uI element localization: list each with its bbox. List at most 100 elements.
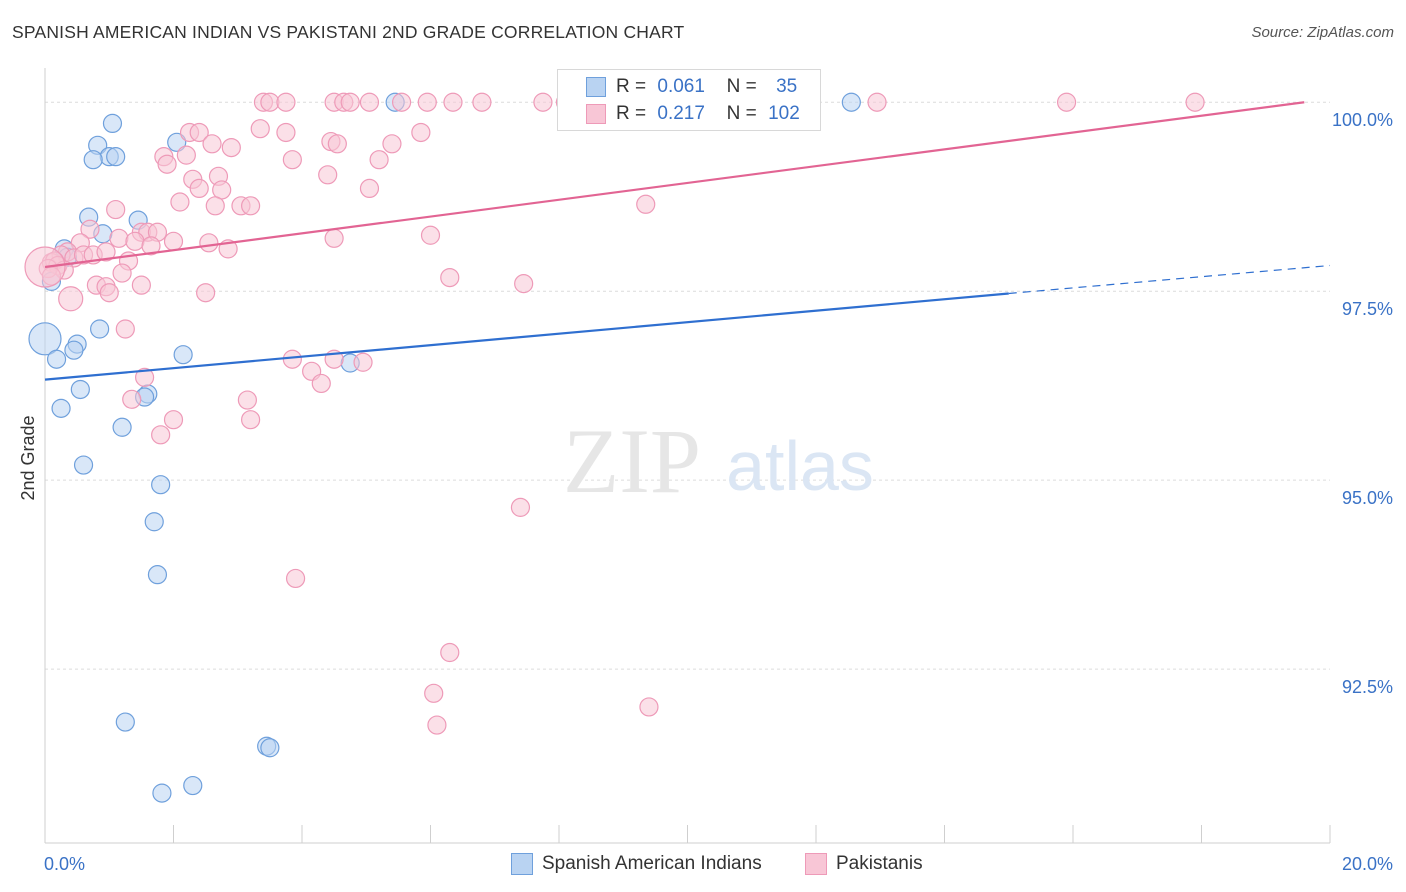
data-point-spanish-american-indians (173, 345, 193, 365)
data-point-pakistanis (340, 92, 360, 112)
data-point-pakistanis (514, 274, 534, 294)
legend-label: Spanish American Indians (542, 853, 762, 874)
data-point-pakistanis (122, 389, 142, 409)
watermark-atlas: atlas (726, 427, 874, 505)
data-point-pakistanis (411, 122, 431, 143)
data-point-pakistanis (285, 568, 306, 589)
data-point-pakistanis (131, 275, 151, 295)
data-point-pakistanis (510, 497, 531, 517)
data-point-spanish-american-indians (115, 712, 135, 732)
trend-line-extension (1008, 264, 1331, 295)
data-point-pakistanis (237, 390, 257, 410)
data-point-spanish-american-indians (73, 455, 94, 475)
x-tick-label-start: 0.0% (44, 854, 85, 874)
data-point-pakistanis (170, 192, 190, 212)
data-point-pakistanis (134, 367, 155, 387)
legend-swatch-blue (511, 853, 533, 875)
data-point-pakistanis (282, 150, 302, 170)
data-point-pakistanis (112, 263, 132, 283)
data-point-pakistanis (282, 349, 302, 369)
data-point-spanish-american-indians (102, 113, 123, 134)
data-point-pakistanis (221, 137, 241, 158)
data-point-pakistanis (533, 92, 553, 112)
data-point-pakistanis (106, 199, 126, 220)
watermark-zip: ZIP (563, 410, 701, 512)
y-tick-label: 92.5% (1342, 677, 1393, 697)
data-point-pakistanis (311, 373, 331, 394)
x-tick-label-end: 20.0% (1342, 854, 1393, 874)
data-point-pakistanis (472, 92, 492, 112)
data-point-pakistanis (141, 236, 161, 256)
data-point-pakistanis (163, 410, 184, 430)
data-point-pakistanis (1185, 92, 1205, 112)
data-point-spanish-american-indians (90, 319, 110, 339)
data-point-pakistanis (115, 319, 135, 339)
data-point-pakistanis (205, 196, 225, 216)
data-point-pakistanis (440, 268, 460, 288)
legend-swatch-pink (586, 104, 606, 124)
data-point-pakistanis (202, 134, 222, 154)
data-point-pakistanis (639, 697, 659, 717)
legend-r-label: R = (616, 103, 647, 124)
data-point-pakistanis (58, 286, 84, 312)
data-point-pakistanis (260, 92, 280, 112)
data-point-spanish-american-indians (183, 775, 203, 796)
data-point-spanish-american-indians (152, 783, 172, 803)
chart-source: Source: ZipAtlas.com (1251, 24, 1394, 41)
legend-r-label: R = (616, 76, 647, 97)
data-point-pakistanis (1056, 92, 1077, 112)
legend-n-value: 102 (768, 103, 800, 124)
data-point-spanish-american-indians (147, 565, 168, 585)
data-point-spanish-american-indians (70, 379, 90, 400)
data-point-spanish-american-indians (112, 417, 132, 437)
data-point-pakistanis (241, 196, 261, 216)
watermark: ZIP atlas (563, 410, 874, 512)
axes (44, 68, 1331, 844)
y-axis-label: 2nd Grade (18, 415, 38, 500)
data-point-pakistanis (176, 145, 196, 165)
data-point-pakistanis (867, 92, 887, 112)
data-point-pakistanis (327, 134, 347, 154)
data-point-pakistanis (276, 92, 296, 112)
data-point-spanish-american-indians (51, 398, 71, 418)
data-point-spanish-american-indians (260, 738, 280, 758)
data-point-pakistanis (189, 122, 209, 143)
data-point-pakistanis (353, 352, 373, 372)
data-point-spanish-american-indians (28, 322, 62, 356)
data-point-pakistanis (250, 119, 270, 139)
data-point-pakistanis (440, 642, 460, 663)
data-point-pakistanis (391, 92, 412, 112)
data-point-pakistanis (417, 92, 437, 112)
gridlines (45, 101, 1330, 670)
legend-label: Pakistanis (836, 853, 923, 874)
legend-swatch-pink (805, 853, 827, 875)
legend-r-value: 0.061 (657, 76, 705, 97)
data-point-pakistanis (359, 92, 380, 112)
legend-swatch-blue (586, 77, 606, 97)
data-point-pakistanis (318, 165, 338, 185)
data-point-spanish-american-indians (46, 349, 67, 369)
y-tick-label: 95.0% (1342, 488, 1393, 508)
data-point-pakistanis (276, 122, 296, 143)
data-point-spanish-american-indians (167, 132, 187, 152)
legend-r-value: 0.217 (657, 103, 705, 124)
data-point-pakistanis (163, 231, 184, 251)
data-point-spanish-american-indians (144, 512, 164, 532)
chart-title: SPANISH AMERICAN INDIAN VS PAKISTANI 2ND… (12, 22, 685, 42)
data-point-pakistanis (199, 233, 219, 253)
data-point-pakistanis (189, 178, 209, 199)
data-point-pakistanis (636, 194, 656, 214)
axis-labels: 92.5% 95.0% 97.5% 100.0% 0.0% 20.0% 2nd Grade (18, 110, 1393, 874)
legend-n-label: N = (726, 103, 757, 124)
data-point-pakistanis (125, 231, 145, 251)
data-point-spanish-american-indians (106, 147, 126, 167)
data-point-spanish-american-indians (151, 475, 171, 495)
data-point-pakistanis (80, 219, 100, 239)
data-point-spanish-american-indians (83, 150, 103, 170)
data-point-pakistanis (382, 134, 402, 154)
trend-lines (44, 101, 1331, 381)
data-point-pakistanis (96, 242, 116, 262)
data-point-spanish-american-indians (64, 340, 84, 360)
data-point-pakistanis (369, 150, 389, 170)
